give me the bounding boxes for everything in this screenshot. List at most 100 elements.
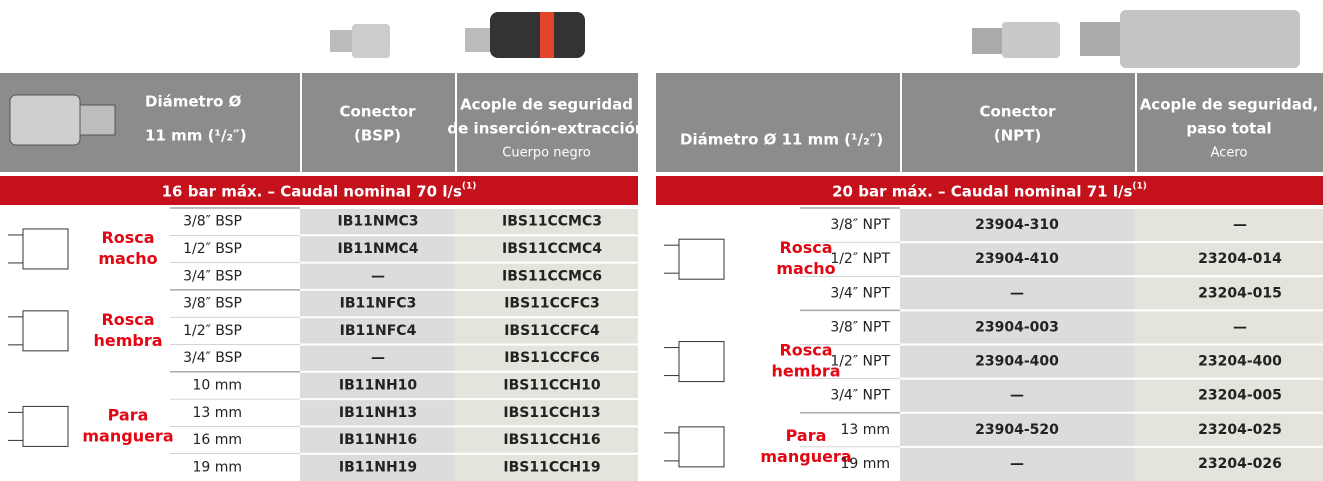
header-text: (BSP)	[354, 127, 401, 145]
size-cell: 3/8″ BSP	[183, 214, 242, 230]
size-cell: 3/4″ BSP	[183, 350, 242, 366]
fitting-icon	[22, 405, 69, 447]
header-text: Acople de seguridad,	[1140, 96, 1319, 114]
header-text: Diámetro Ø	[145, 93, 242, 111]
header-bg	[457, 73, 638, 172]
group-label: hembra	[771, 362, 840, 381]
fitting-icon	[678, 238, 725, 280]
code-cell: IB11NH19	[339, 459, 417, 475]
code-cell: 23904-310	[975, 217, 1059, 233]
code-cell: IBS11CCH16	[503, 432, 600, 448]
band-text: 16 bar máx. – Caudal nominal 70 l/s	[162, 182, 462, 200]
fitting-icon	[678, 426, 725, 468]
header-text: 11 mm (¹/₂″)	[145, 127, 247, 145]
size-cell: 3/8″ NPT	[830, 217, 890, 233]
group-label: Rosca	[779, 238, 832, 257]
header-text: Conector	[980, 103, 1057, 121]
code-cell: IB11NFC3	[340, 296, 417, 312]
code-cell: IB11NH16	[339, 432, 417, 448]
size-cell: 3/8″ NPT	[830, 319, 890, 335]
code-cell: 23204-026	[1198, 456, 1282, 472]
code-cell: —	[371, 350, 385, 366]
header-text: paso total	[1186, 120, 1271, 138]
pressure-band-text: 16 bar máx. – Caudal nominal 70 l/s(1)	[162, 181, 477, 200]
size-cell: 10 mm	[192, 377, 242, 393]
code-cell: IB11NMC3	[337, 214, 418, 230]
size-cell: 19 mm	[840, 456, 890, 472]
code-cell: 23204-025	[1198, 422, 1282, 438]
size-cell: 13 mm	[192, 405, 242, 421]
code-cell: 23204-015	[1198, 285, 1282, 301]
code-cell: 23204-400	[1198, 354, 1282, 370]
code-cell: IB11NMC4	[337, 241, 418, 257]
code-cell: —	[1010, 456, 1024, 472]
header-bg	[302, 73, 455, 172]
code-cell: IBS11CCMC4	[502, 241, 602, 257]
code-cell: IBS11CCFC4	[504, 323, 600, 339]
header-text: Acople de seguridad	[460, 96, 633, 114]
group-label: Rosca	[101, 310, 154, 329]
code-cell: 23204-005	[1198, 388, 1282, 404]
size-cell: 3/4″ BSP	[183, 268, 242, 284]
band-note: (1)	[1132, 181, 1147, 191]
size-cell: 3/8″ BSP	[183, 296, 242, 312]
group-label: Para	[786, 426, 827, 445]
code-cell: IB11NH13	[339, 405, 417, 421]
code-cell: —	[371, 268, 385, 284]
code-cell: —	[1010, 388, 1024, 404]
header-text: Conector	[340, 103, 417, 121]
code-cell: 23904-410	[975, 251, 1059, 267]
header-bg	[1137, 73, 1323, 172]
group-label: macho	[98, 249, 157, 268]
fitting-icon	[22, 228, 69, 270]
pressure-band	[656, 176, 1323, 205]
code-cell: —	[1233, 217, 1247, 233]
band-text: 20 bar máx. – Caudal nominal 71 l/s	[832, 182, 1132, 200]
code-cell: 23904-520	[975, 422, 1059, 438]
coupler-icon	[79, 104, 116, 136]
size-cell: 1/2″ NPT	[830, 251, 890, 267]
code-cell: 23204-014	[1198, 251, 1282, 267]
code-cell: IBS11CCH19	[503, 459, 600, 475]
group-label: manguera	[760, 447, 851, 466]
size-cell: 19 mm	[192, 459, 242, 475]
pressure-band-text: 20 bar máx. – Caudal nominal 71 l/s(1)	[832, 181, 1147, 200]
size-cell: 1/2″ BSP	[183, 241, 242, 257]
header-text: (NPT)	[994, 127, 1042, 145]
group-label: Rosca	[779, 341, 832, 360]
coupler-icon	[9, 94, 81, 146]
pressure-band	[0, 176, 638, 205]
group-label: manguera	[82, 426, 173, 445]
code-cell: IBS11CCFC3	[504, 296, 600, 312]
product-images	[330, 10, 1300, 68]
code-cell: —	[1233, 319, 1247, 335]
fitting-icon	[678, 341, 725, 383]
size-cell: 3/4″ NPT	[830, 388, 890, 404]
size-cell: 1/2″ NPT	[830, 354, 890, 370]
fitting-icon	[22, 310, 69, 352]
size-cell: 1/2″ BSP	[183, 323, 242, 339]
code-cell: IBS11CCH13	[503, 405, 600, 421]
header-text: de inserción-extracción	[447, 120, 645, 138]
code-cell: 23904-400	[975, 354, 1059, 370]
size-cell: 3/4″ NPT	[830, 285, 890, 301]
size-cell: 16 mm	[192, 432, 242, 448]
code-cell: IBS11CCFC6	[504, 350, 600, 366]
code-cell: —	[1010, 285, 1024, 301]
size-cell: 13 mm	[840, 422, 890, 438]
header-text: Acero	[1211, 146, 1248, 161]
group-label: Para	[108, 405, 149, 424]
code-cell: IBS11CCMC3	[502, 214, 602, 230]
code-cell: 23904-003	[975, 319, 1059, 335]
header-bg	[902, 73, 1135, 172]
group-label: macho	[776, 259, 835, 278]
code-cell: IBS11CCMC6	[502, 268, 602, 284]
code-cell: IB11NFC4	[340, 323, 417, 339]
header-text: Cuerpo negro	[502, 146, 591, 161]
group-label: hembra	[93, 331, 162, 350]
band-note: (1)	[462, 181, 477, 191]
header-text: Diámetro Ø 11 mm (¹/₂″)	[680, 131, 883, 149]
header-bg	[656, 73, 900, 172]
code-cell: IBS11CCH10	[503, 377, 600, 393]
